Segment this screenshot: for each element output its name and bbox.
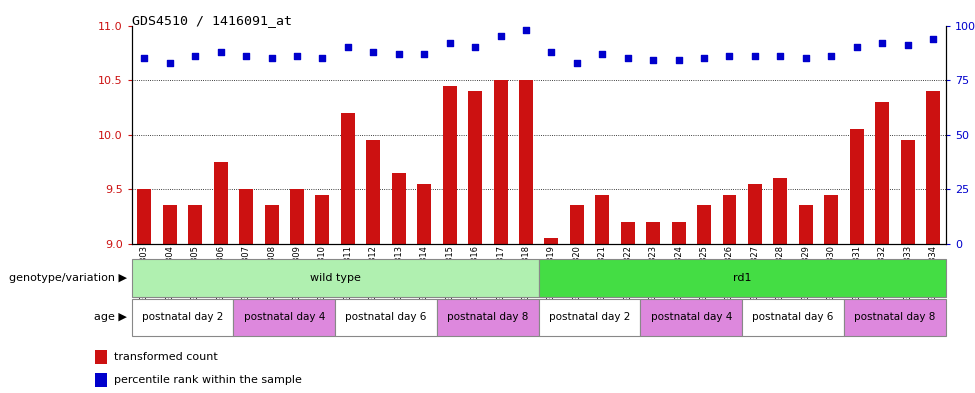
Point [416, 51, 432, 57]
Bar [233, 299, 335, 336]
Text: age ▶: age ▶ [94, 312, 127, 322]
Point [925, 35, 941, 42]
Bar [876, 102, 889, 244]
Bar [596, 195, 609, 244]
Text: postnatal day 6: postnatal day 6 [753, 312, 834, 322]
Point [238, 53, 254, 59]
Bar [844, 299, 946, 336]
Point [875, 40, 890, 46]
Bar [722, 195, 736, 244]
Point [340, 44, 356, 50]
Bar [799, 206, 813, 244]
Text: postnatal day 2: postnatal day 2 [141, 312, 223, 322]
Text: transformed count: transformed count [114, 352, 217, 362]
Point [824, 53, 839, 59]
Bar [538, 259, 946, 297]
Bar [95, 350, 107, 364]
Bar [264, 206, 279, 244]
Point [772, 53, 788, 59]
Text: postnatal day 8: postnatal day 8 [854, 312, 936, 322]
Bar [335, 299, 437, 336]
Bar [132, 259, 538, 297]
Bar [672, 222, 685, 244]
Point [391, 51, 407, 57]
Bar [493, 80, 508, 244]
Bar [137, 189, 151, 244]
Bar [341, 113, 355, 244]
Bar [646, 222, 660, 244]
Text: postnatal day 8: postnatal day 8 [448, 312, 528, 322]
Bar [926, 91, 940, 244]
Point [620, 55, 636, 61]
Point [671, 57, 686, 64]
Point [442, 40, 457, 46]
Bar [214, 162, 228, 244]
Point [366, 49, 381, 55]
Point [544, 49, 560, 55]
Point [467, 44, 483, 50]
Text: postnatal day 6: postnatal day 6 [345, 312, 427, 322]
Text: percentile rank within the sample: percentile rank within the sample [114, 375, 301, 385]
Bar [773, 178, 788, 244]
Point [900, 42, 916, 48]
Text: rd1: rd1 [733, 273, 752, 283]
Bar [290, 189, 304, 244]
Point [290, 53, 305, 59]
Point [492, 33, 508, 40]
Text: postnatal day 4: postnatal day 4 [650, 312, 732, 322]
Bar [367, 140, 380, 244]
Bar [519, 80, 533, 244]
Text: wild type: wild type [310, 273, 361, 283]
Point [213, 49, 228, 55]
Bar [544, 238, 559, 244]
Bar [742, 299, 844, 336]
Point [595, 51, 610, 57]
Point [645, 57, 661, 64]
Text: GDS4510 / 1416091_at: GDS4510 / 1416091_at [132, 14, 292, 27]
Point [849, 44, 865, 50]
Bar [437, 299, 538, 336]
Bar [569, 206, 584, 244]
Bar [538, 299, 641, 336]
Bar [641, 299, 742, 336]
Bar [824, 195, 838, 244]
Point [798, 55, 813, 61]
Point [518, 27, 533, 33]
Bar [748, 184, 761, 244]
Bar [901, 140, 915, 244]
Point [747, 53, 762, 59]
Bar [417, 184, 431, 244]
Bar [163, 206, 176, 244]
Point [696, 55, 712, 61]
Point [162, 59, 177, 66]
Bar [392, 173, 406, 244]
Text: postnatal day 4: postnatal day 4 [244, 312, 325, 322]
Point [264, 55, 280, 61]
Bar [468, 91, 482, 244]
Bar [239, 189, 254, 244]
Bar [188, 206, 202, 244]
Point [187, 53, 203, 59]
Text: genotype/variation ▶: genotype/variation ▶ [9, 273, 127, 283]
Point [569, 59, 585, 66]
Bar [132, 299, 233, 336]
Text: postnatal day 2: postnatal day 2 [549, 312, 630, 322]
Bar [849, 129, 864, 244]
Bar [316, 195, 330, 244]
Bar [621, 222, 635, 244]
Point [136, 55, 152, 61]
Point [315, 55, 331, 61]
Bar [443, 86, 456, 244]
Bar [697, 206, 711, 244]
Bar [95, 373, 107, 387]
Point [722, 53, 737, 59]
